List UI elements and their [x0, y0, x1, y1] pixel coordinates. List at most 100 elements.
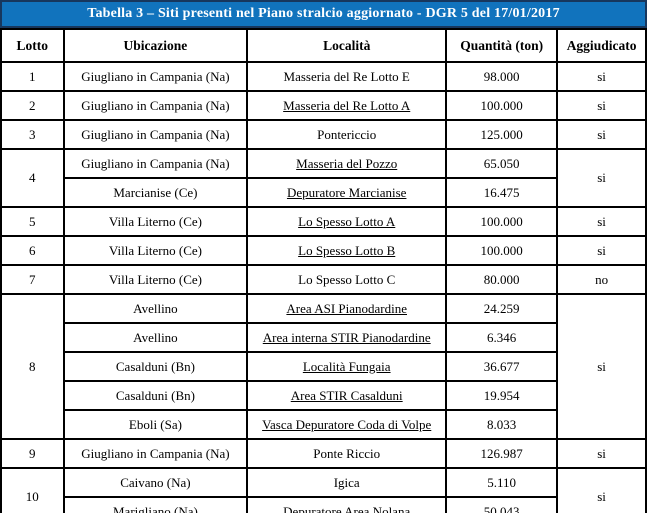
localita-cell: Lo Spesso Lotto C — [246, 264, 448, 295]
table-row: Eboli (Sa) Vasca Depuratore Coda di Volpe… — [1, 409, 646, 440]
sites-table: Lotto Ubicazione Località Quantità (ton)… — [0, 28, 647, 513]
lotto-cell: 2 — [0, 90, 65, 121]
localita-text: Ponte Riccio — [313, 445, 381, 461]
localita-text: Lo Spesso Lotto A — [298, 213, 396, 229]
localita-text: Lo Spesso Lotto C — [298, 271, 396, 287]
aggiudicato-cell: si — [556, 235, 647, 266]
aggiudicato-cell: si — [556, 148, 647, 208]
localita-cell: Masseria del Re Lotto E — [246, 61, 448, 92]
ubicazione-cell: Caivano (Na) — [62, 467, 249, 498]
lotto-cell: 9 — [0, 438, 65, 469]
localita-text: Depuratore Marcianise — [286, 184, 407, 200]
localita-text: Lo Spesso Lotto B — [298, 242, 396, 258]
localita-cell: Località Fungaia — [246, 351, 448, 382]
ubicazione-cell: Avellino — [62, 293, 249, 324]
quantita-cell: 80.000 — [445, 264, 559, 295]
quantita-cell: 36.677 — [445, 351, 559, 382]
quantita-cell: 24.259 — [445, 293, 559, 324]
table-row: 3 Giugliano in Campania (Na) Pontericcio 12… — [0, 119, 647, 150]
localita-text: Igica — [333, 474, 360, 490]
col-header-lotto: Lotto — [0, 28, 65, 63]
quantita-cell: 126.987 — [445, 438, 559, 469]
table-row: 4 Giugliano in Campania (Na) Masseria del … — [0, 148, 647, 208]
localita-cell: Igica — [246, 467, 448, 498]
localita-text: Depuratore Area Nolana — [283, 503, 411, 513]
lotto-cell: 4 — [0, 148, 65, 208]
ubicazione-cell: Giugliano in Campania (Na) — [62, 438, 249, 469]
lotto-cell: 8 — [0, 293, 65, 440]
lotto-cell: 7 — [0, 264, 65, 295]
localita-text: Pontericcio — [317, 126, 377, 142]
lotto-cell: 3 — [0, 119, 65, 150]
ubicazione-cell: Marcianise (Ce) — [62, 177, 249, 208]
localita-text: Area interna STIR Pianodardine — [262, 329, 431, 345]
localita-cell: Area ASI Pianodardine — [246, 293, 448, 324]
ubicazione-cell: Giugliano in Campania (Na) — [62, 119, 249, 150]
col-header-aggiudicato: Aggiudicato — [556, 28, 647, 63]
quantita-cell: 50.043 — [445, 496, 559, 513]
aggiudicato-cell: no — [556, 264, 647, 295]
col-header-quantita: Quantità (ton) — [445, 28, 559, 63]
lotto-cell: 1 — [0, 61, 65, 92]
quantita-cell: 125.000 — [445, 119, 559, 150]
aggiudicato-cell: si — [556, 90, 647, 121]
localita-cell: Masseria del Re Lotto A — [246, 90, 448, 121]
col-header-ubicazione: Ubicazione — [62, 28, 249, 63]
table-row: 10 Caivano (Na) Igica 5.110 si — [0, 467, 647, 513]
table-row: Casalduni (Bn) Località Fungaia 36.677 — [1, 351, 646, 382]
ubicazione-cell: Eboli (Sa) — [62, 409, 249, 440]
quantita-cell: 100.000 — [445, 235, 559, 266]
localita-cell: Depuratore Area Nolana — [246, 496, 448, 513]
ubicazione-cell: Villa Literno (Ce) — [62, 206, 249, 237]
table-row: 1 Giugliano in Campania (Na) Masseria del … — [0, 61, 647, 92]
ubicazione-cell: Casalduni (Bn) — [62, 380, 249, 411]
localita-text: Località Fungaia — [302, 358, 391, 374]
localita-cell: Pontericcio — [246, 119, 448, 150]
quantita-cell: 100.000 — [445, 206, 559, 237]
quantita-cell: 65.050 — [445, 148, 559, 179]
localita-cell: Vasca Depuratore Coda di Volpe — [246, 409, 448, 440]
table-title: Tabella 3 – Siti presenti nel Piano stra… — [0, 0, 647, 28]
localita-cell: Area STIR Casalduni — [246, 380, 448, 411]
localita-text: Area ASI Pianodardine — [286, 300, 407, 316]
localita-cell: Area interna STIR Pianodardine — [246, 322, 448, 353]
localita-cell: Ponte Riccio — [246, 438, 448, 469]
aggiudicato-cell: si — [556, 293, 647, 440]
aggiudicato-cell: si — [556, 206, 647, 237]
aggiudicato-cell: si — [556, 61, 647, 92]
localita-text: Masseria del Re Lotto A — [283, 97, 411, 113]
ubicazione-cell: Giugliano in Campania (Na) — [62, 90, 249, 121]
localita-cell: Lo Spesso Lotto B — [246, 235, 448, 266]
table-row: 7 Villa Literno (Ce) Lo Spesso Lotto C 80.0… — [0, 264, 647, 295]
ubicazione-cell: Casalduni (Bn) — [62, 351, 249, 382]
table-row: 6 Villa Literno (Ce) Lo Spesso Lotto B 100.… — [0, 235, 647, 266]
localita-cell: Masseria del Pozzo — [246, 148, 448, 179]
quantita-cell: 100.000 — [445, 90, 559, 121]
table-row: 9 Giugliano in Campania (Na) Ponte Riccio 1… — [0, 438, 647, 469]
table-row: 2 Giugliano in Campania (Na) Masseria del … — [0, 90, 647, 121]
lotto-cell: 6 — [0, 235, 65, 266]
ubicazione-cell: Giugliano in Campania (Na) — [62, 148, 249, 179]
ubicazione-cell: Avellino — [62, 322, 249, 353]
quantita-cell: 6.346 — [445, 322, 559, 353]
table-row: Marcianise (Ce) Depuratore Marcianise 16.4… — [1, 177, 646, 208]
table-row: Marigliano (Na) Depuratore Area Nolana 50.… — [1, 496, 646, 513]
table-row: Avellino Area interna STIR Pianodardine 6.… — [1, 322, 646, 353]
col-header-localita: Località — [246, 28, 448, 63]
localita-text: Masseria del Re Lotto E — [283, 68, 410, 84]
table-row: Casalduni (Bn) Area STIR Casalduni 19.954 — [1, 380, 646, 411]
quantita-cell: 8.033 — [445, 409, 559, 440]
ubicazione-cell: Giugliano in Campania (Na) — [62, 61, 249, 92]
table-row: 8 Avellino Area ASI Pianodardine 24.259 si — [0, 293, 647, 440]
aggiudicato-cell: si — [556, 438, 647, 469]
aggiudicato-cell: si — [556, 467, 647, 513]
localita-text: Masseria del Pozzo — [296, 155, 398, 171]
quantita-cell: 16.475 — [445, 177, 559, 208]
localita-text: Area STIR Casalduni — [290, 387, 403, 403]
localita-cell: Depuratore Marcianise — [246, 177, 448, 208]
aggiudicato-cell: si — [556, 119, 647, 150]
quantita-cell: 19.954 — [445, 380, 559, 411]
lotto-cell: 10 — [0, 467, 65, 513]
localita-text: Vasca Depuratore Coda di Volpe — [262, 416, 432, 432]
